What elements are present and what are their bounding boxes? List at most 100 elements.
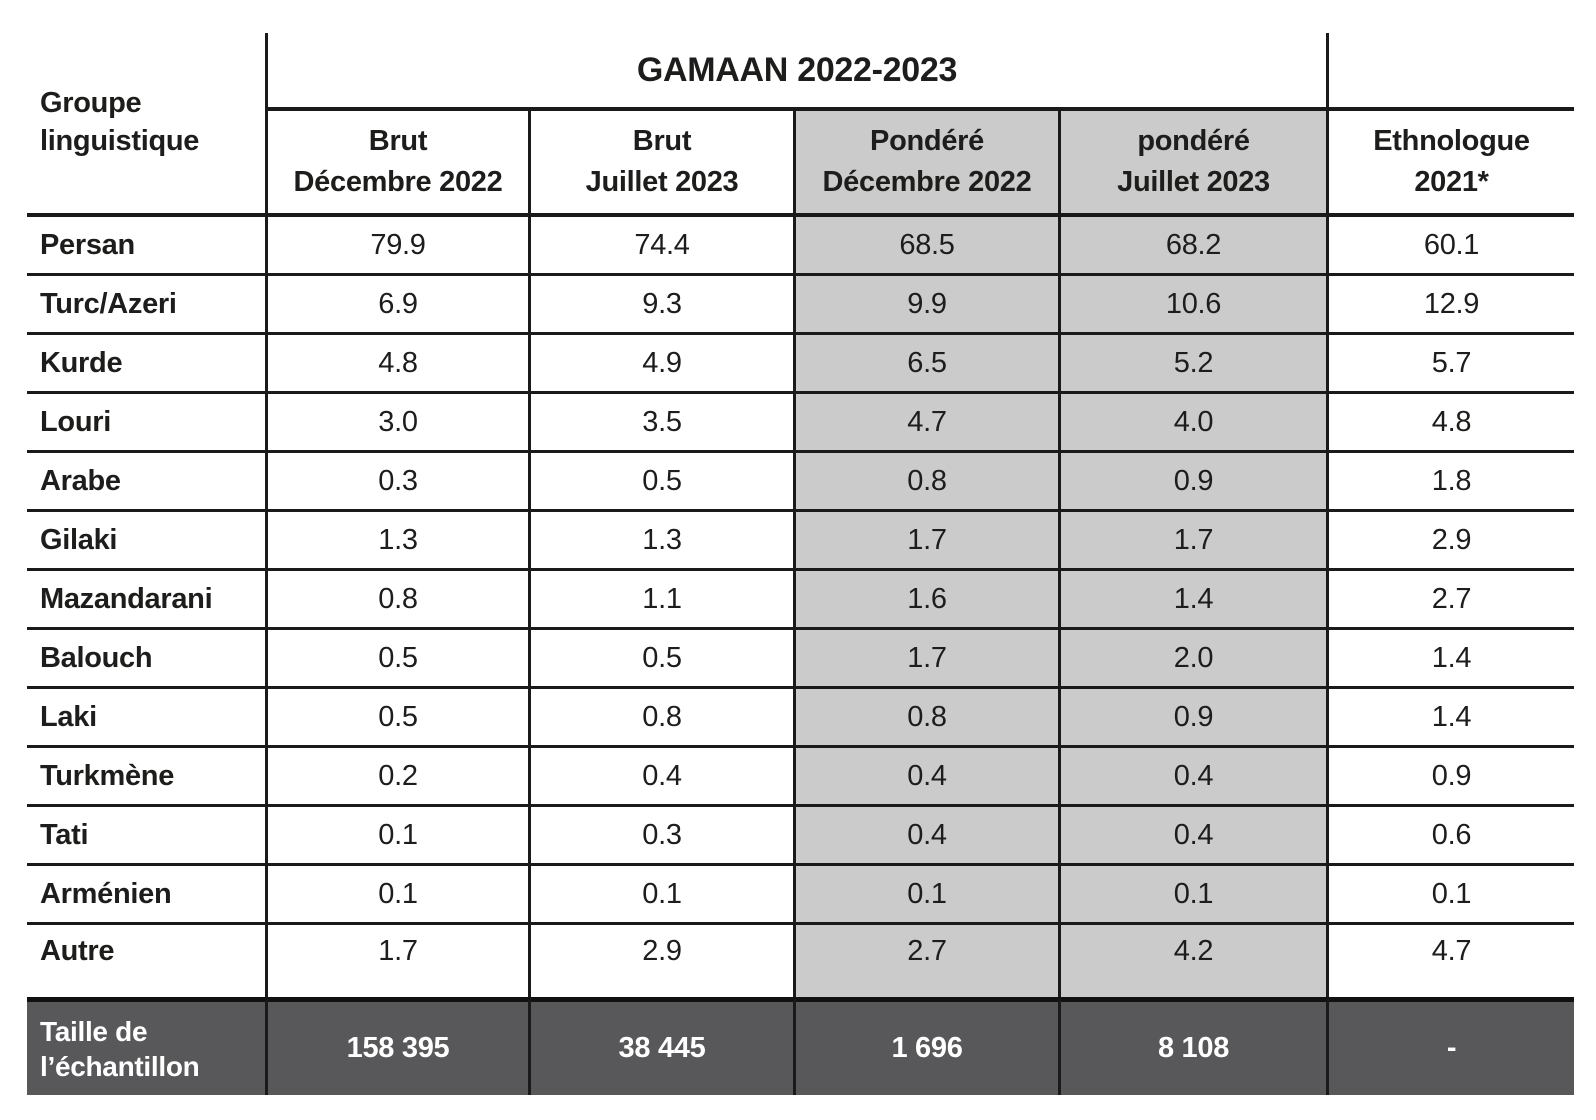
column-header-line: Ethnologue [1373,125,1530,158]
value-cell: 1.8 [1329,453,1574,512]
footer-value-cell: - [1329,997,1574,1095]
row-label-cell: Louri [27,394,268,453]
value-cell: 1.4 [1329,630,1574,689]
value-cell: 1.4 [1329,689,1574,748]
corner-header-cell: Groupe linguistique [27,33,268,217]
row-label-cell: Autre [27,925,268,997]
row-label-cell: Arabe [27,453,268,512]
value-cell: 0.3 [268,453,531,512]
value-cell: 4.0 [1061,394,1329,453]
value-cell: 68.5 [796,217,1061,276]
value-cell: 0.1 [1329,866,1574,925]
value-cell: 0.8 [531,689,796,748]
value-cell: 3.5 [531,394,796,453]
value-cell: 2.0 [1061,630,1329,689]
value-cell: 74.4 [531,217,796,276]
value-cell: 0.9 [1061,453,1329,512]
value-cell: 0.8 [796,453,1061,512]
column-header-pondere-dec-2022: Pondéré Décembre 2022 [796,111,1061,217]
gamaan-group-header-cell: GAMAAN 2022-2023 [268,33,1329,111]
column-header-line: Juillet 2023 [1117,166,1270,198]
value-cell: 4.7 [796,394,1061,453]
column-header-line: Décembre 2022 [293,166,503,198]
value-cell: 0.8 [796,689,1061,748]
value-cell: 0.3 [531,807,796,866]
footer-label-cell: Taille de l’échantillon [27,997,268,1095]
column-header-line: 2021* [1414,166,1489,198]
row-label-cell: Tati [27,807,268,866]
value-cell: 1.7 [796,630,1061,689]
value-cell: 2.7 [1329,571,1574,630]
value-cell: 0.4 [796,748,1061,807]
value-cell: 1.4 [1061,571,1329,630]
column-header-brut-juil-2023: Brut Juillet 2023 [531,111,796,217]
value-cell: 0.4 [1061,748,1329,807]
value-cell: 68.2 [1061,217,1329,276]
value-cell: 0.5 [268,630,531,689]
value-cell: 0.9 [1329,748,1574,807]
column-header-brut-dec-2022: Brut Décembre 2022 [268,111,531,217]
value-cell: 0.2 [268,748,531,807]
column-header-line: Juillet 2023 [585,166,739,198]
column-header-pondere-juil-2023: pondéré Juillet 2023 [1061,111,1329,217]
value-cell: 0.1 [268,866,531,925]
value-cell: 79.9 [268,217,531,276]
row-label-cell: Balouch [27,630,268,689]
footer-value-cell: 38 445 [531,997,796,1095]
value-cell: 0.4 [531,748,796,807]
column-header-ethnologue-2021: Ethnologue 2021* [1329,111,1574,217]
value-cell: 4.9 [531,335,796,394]
value-cell: 1.7 [268,925,531,997]
column-header-line: Pondéré [870,125,984,158]
column-header-line: Brut [632,125,692,158]
value-cell: 12.9 [1329,276,1574,335]
value-cell: 60.1 [1329,217,1574,276]
footer-value-cell: 158 395 [268,997,531,1095]
value-cell: 0.1 [531,866,796,925]
value-cell: 1.1 [531,571,796,630]
value-cell: 6.9 [268,276,531,335]
column-header-line: Décembre 2022 [822,166,1032,198]
value-cell: 2.9 [1329,512,1574,571]
header-spacer-cell [1329,33,1574,111]
value-cell: 9.3 [531,276,796,335]
value-cell: 4.7 [1431,935,1472,967]
row-label-cell: Mazandarani [27,571,268,630]
value-cell: 0.1 [1061,866,1329,925]
value-cell: 0.9 [1061,689,1329,748]
footer-value-cell: 8 108 [1061,997,1329,1095]
row-label-cell: Gilaki [27,512,268,571]
value-cell: 3.0 [268,394,531,453]
footer-value-cell: 1 696 [796,997,1061,1095]
row-label-cell: Persan [27,217,268,276]
value-cell: 10.6 [1061,276,1329,335]
value-cell: 0.5 [268,689,531,748]
value-cell: 0.8 [268,571,531,630]
row-label-cell: Kurde [27,335,268,394]
row-label-cell: Arménien [27,866,268,925]
language-groups-table: Groupe linguistique GAMAAN 2022-2023 Bru… [27,33,1574,1095]
value-cell: 0.4 [1061,807,1329,866]
column-header-line: Brut [368,125,428,158]
value-cell: 1.7 [796,512,1061,571]
value-cell: 0.6 [1329,807,1574,866]
value-cell: 0.1 [268,807,531,866]
row-label-cell: Turkmène [27,748,268,807]
value-cell: 4.2 [1061,925,1329,997]
value-cell: 2.9 [531,925,796,997]
value-cell: 1.3 [531,512,796,571]
value-cell: 0.4 [796,807,1061,866]
row-label-cell: Turc/Azeri [27,276,268,335]
column-header-line: pondéré [1137,125,1250,158]
value-cell: 1.6 [796,571,1061,630]
value-cell: 0.5 [531,453,796,512]
value-cell: 4.8 [1329,394,1574,453]
value-cell: 9.9 [796,276,1061,335]
value-cell: 4.8 [268,335,531,394]
value-cell: 6.5 [796,335,1061,394]
value-cell: 1.7 [1061,512,1329,571]
value-cell: 5.7 [1329,335,1574,394]
value-cell: 0.1 [796,866,1061,925]
value-cell: 5.2 [1061,335,1329,394]
